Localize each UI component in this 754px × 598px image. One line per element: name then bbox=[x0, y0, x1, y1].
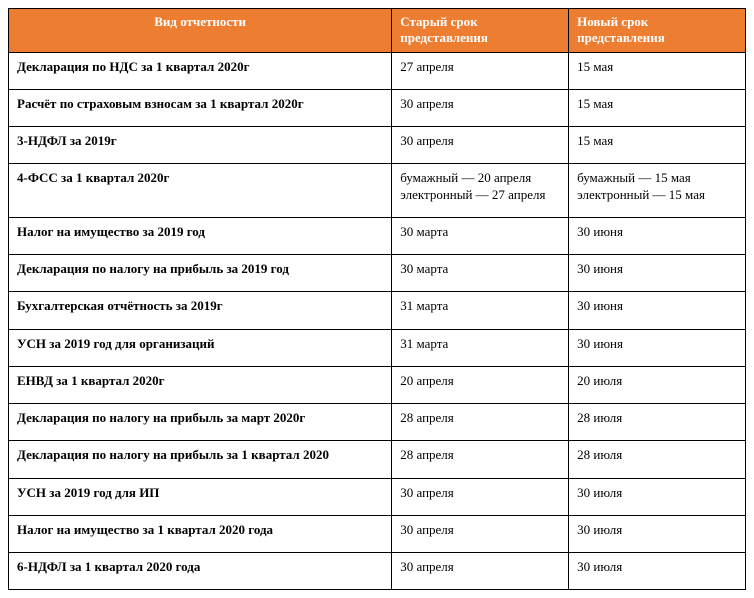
cell-new-deadline: 15 мая bbox=[569, 89, 746, 126]
cell-old-deadline: 27 апреля bbox=[392, 52, 569, 89]
cell-old-deadline: 30 марта bbox=[392, 217, 569, 254]
cell-old-deadline: 30 апреля bbox=[392, 515, 569, 552]
table-row: 6-НДФЛ за 1 квартал 2020 года30 апреля30… bbox=[9, 553, 746, 590]
cell-report-type: УСН за 2019 год для организаций bbox=[9, 329, 392, 366]
table-row: Бухгалтерская отчётность за 2019г31 март… bbox=[9, 292, 746, 329]
cell-new-deadline: 30 июня bbox=[569, 329, 746, 366]
cell-report-type: 3-НДФЛ за 2019г bbox=[9, 127, 392, 164]
cell-report-type: Налог на имущество за 1 квартал 2020 год… bbox=[9, 515, 392, 552]
cell-new-deadline: 15 мая bbox=[569, 52, 746, 89]
deadlines-table: Вид отчетности Старый срок представления… bbox=[8, 8, 746, 590]
cell-old-deadline: 30 апреля bbox=[392, 553, 569, 590]
table-row: 3-НДФЛ за 2019г30 апреля15 мая bbox=[9, 127, 746, 164]
table-row: ЕНВД за 1 квартал 2020г20 апреля20 июля bbox=[9, 366, 746, 403]
table-row: Расчёт по страховым взносам за 1 квартал… bbox=[9, 89, 746, 126]
cell-report-type: 4-ФСС за 1 квартал 2020г bbox=[9, 164, 392, 218]
table-row: УСН за 2019 год для организаций31 марта3… bbox=[9, 329, 746, 366]
cell-old-deadline-line: бумажный — 20 апреля bbox=[400, 170, 560, 186]
table-row: Декларация по налогу на прибыль за март … bbox=[9, 404, 746, 441]
table-row: Декларация по налогу на прибыль за 2019 … bbox=[9, 255, 746, 292]
cell-report-type: УСН за 2019 год для ИП bbox=[9, 478, 392, 515]
col-header-type: Вид отчетности bbox=[9, 9, 392, 53]
cell-new-deadline: 15 мая bbox=[569, 127, 746, 164]
cell-report-type: Декларация по налогу на прибыль за март … bbox=[9, 404, 392, 441]
table-row: УСН за 2019 год для ИП30 апреля30 июля bbox=[9, 478, 746, 515]
cell-old-deadline: 31 марта bbox=[392, 292, 569, 329]
cell-old-deadline: 30 апреля bbox=[392, 127, 569, 164]
cell-report-type: 6-НДФЛ за 1 квартал 2020 года bbox=[9, 553, 392, 590]
cell-new-deadline: 30 июля bbox=[569, 553, 746, 590]
col-header-old: Старый срок представления bbox=[392, 9, 569, 53]
cell-old-deadline: 31 марта bbox=[392, 329, 569, 366]
cell-new-deadline: 28 июля bbox=[569, 441, 746, 478]
cell-old-deadline: 30 апреля bbox=[392, 89, 569, 126]
table-row: Декларация по налогу на прибыль за 1 ква… bbox=[9, 441, 746, 478]
cell-report-type: Расчёт по страховым взносам за 1 квартал… bbox=[9, 89, 392, 126]
cell-new-deadline: 30 июня bbox=[569, 255, 746, 292]
cell-new-deadline: 30 июля bbox=[569, 515, 746, 552]
cell-old-deadline-line: электронный — 27 апреля bbox=[400, 187, 560, 203]
col-header-new: Новый срок представления bbox=[569, 9, 746, 53]
cell-old-deadline: 28 апреля bbox=[392, 404, 569, 441]
cell-report-type: Декларация по налогу на прибыль за 2019 … bbox=[9, 255, 392, 292]
cell-new-deadline: 30 июля bbox=[569, 478, 746, 515]
cell-new-deadline: 30 июня bbox=[569, 217, 746, 254]
cell-report-type: Бухгалтерская отчётность за 2019г bbox=[9, 292, 392, 329]
table-row: Декларация по НДС за 1 квартал 2020г27 а… bbox=[9, 52, 746, 89]
table-row: 4-ФСС за 1 квартал 2020гбумажный — 20 ап… bbox=[9, 164, 746, 218]
cell-new-deadline: 30 июня bbox=[569, 292, 746, 329]
cell-old-deadline: 20 апреля bbox=[392, 366, 569, 403]
table-row: Налог на имущество за 1 квартал 2020 год… bbox=[9, 515, 746, 552]
cell-old-deadline: 30 марта bbox=[392, 255, 569, 292]
cell-report-type: ЕНВД за 1 квартал 2020г bbox=[9, 366, 392, 403]
table-row: Налог на имущество за 2019 год30 марта30… bbox=[9, 217, 746, 254]
cell-old-deadline: 30 апреля bbox=[392, 478, 569, 515]
table-body: Декларация по НДС за 1 квартал 2020г27 а… bbox=[9, 52, 746, 590]
cell-old-deadline: 28 апреля bbox=[392, 441, 569, 478]
cell-new-deadline-line: бумажный — 15 мая bbox=[577, 170, 737, 186]
table-header-row: Вид отчетности Старый срок представления… bbox=[9, 9, 746, 53]
cell-old-deadline: бумажный — 20 апреляэлектронный — 27 апр… bbox=[392, 164, 569, 218]
cell-new-deadline: 28 июля bbox=[569, 404, 746, 441]
cell-report-type: Декларация по НДС за 1 квартал 2020г bbox=[9, 52, 392, 89]
cell-report-type: Декларация по налогу на прибыль за 1 ква… bbox=[9, 441, 392, 478]
cell-new-deadline: 20 июля bbox=[569, 366, 746, 403]
cell-new-deadline: бумажный — 15 маяэлектронный — 15 мая bbox=[569, 164, 746, 218]
cell-new-deadline-line: электронный — 15 мая bbox=[577, 187, 737, 203]
cell-report-type: Налог на имущество за 2019 год bbox=[9, 217, 392, 254]
